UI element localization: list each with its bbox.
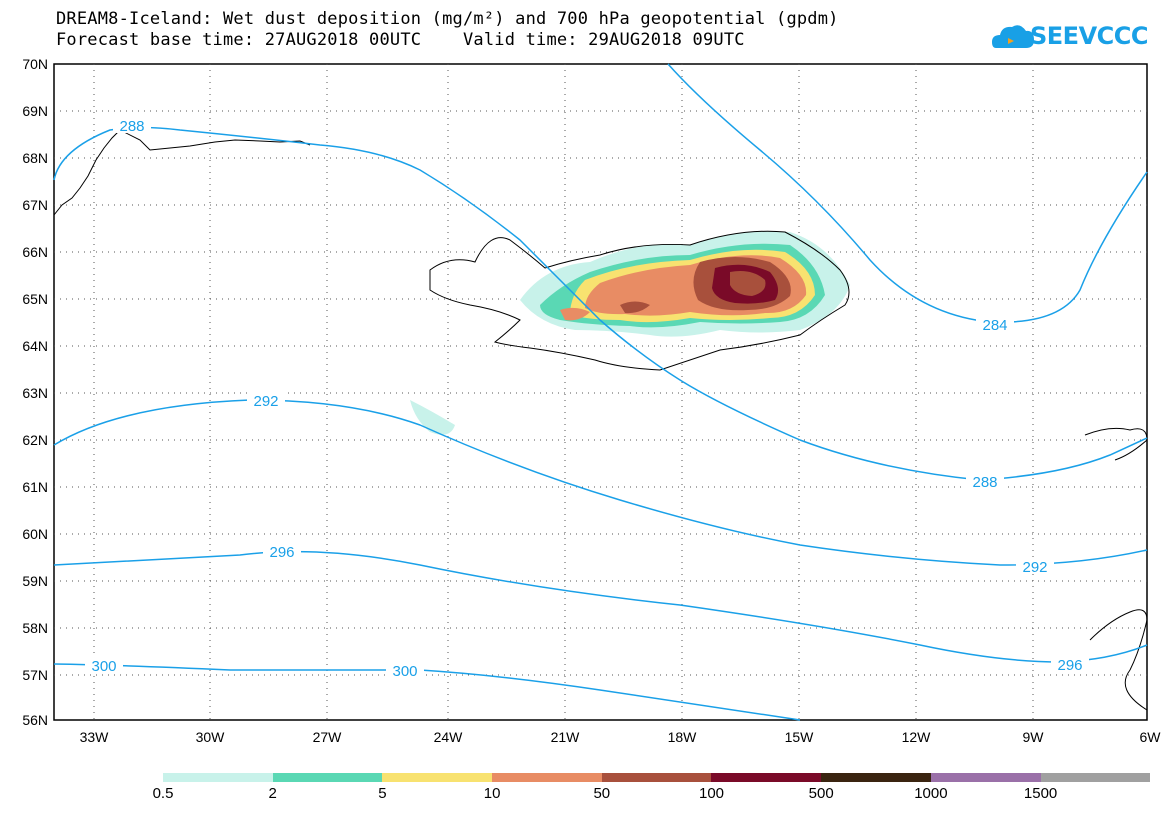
- lat-label: 69N: [22, 103, 48, 119]
- lat-label: 57N: [22, 667, 48, 683]
- lat-label: 63N: [22, 385, 48, 401]
- contour-label: 300: [392, 663, 417, 680]
- lat-label: 62N: [22, 432, 48, 448]
- lat-label: 65N: [22, 291, 48, 307]
- lat-label: 60N: [22, 526, 48, 542]
- dust-deposition-field: [410, 231, 850, 435]
- map-frame: [53, 63, 1148, 721]
- lat-label: 64N: [22, 338, 48, 354]
- lat-label: 70N: [22, 56, 48, 72]
- legend-label: 0.5: [152, 785, 174, 802]
- legend-swatch: [1040, 773, 1151, 782]
- scotland-coast: [1089, 609, 1148, 711]
- legend-swatch: [601, 773, 712, 782]
- lon-label: 24W: [434, 729, 464, 745]
- lon-label: 6W: [1140, 729, 1162, 745]
- graticule: [54, 64, 1147, 720]
- lon-label: 15W: [785, 729, 815, 745]
- contour-284: [667, 63, 1148, 323]
- lon-label: 27W: [313, 729, 343, 745]
- lon-label: 30W: [196, 729, 226, 745]
- legend-swatch: [930, 773, 1041, 782]
- legend-swatch: [711, 773, 822, 782]
- contour-label: 300: [91, 658, 116, 675]
- lat-label: 61N: [22, 479, 48, 495]
- contour-label: 288: [119, 118, 144, 135]
- lon-label: 9W: [1023, 729, 1045, 745]
- legend-label: 2: [268, 785, 277, 802]
- contour-label: 296: [1057, 657, 1082, 674]
- legend-swatch: [492, 773, 602, 782]
- map-subtitle: Forecast base time: 27AUG2018 00UTC Vali…: [56, 30, 745, 50]
- greenland-coast: [53, 129, 311, 216]
- contour-296: [53, 550, 1148, 663]
- legend-label: 50: [593, 785, 611, 802]
- legend-swatch: [272, 773, 383, 782]
- contour-label: 292: [253, 393, 278, 410]
- lon-label: 21W: [551, 729, 581, 745]
- legend-label: 1500: [1023, 785, 1058, 802]
- lat-label: 68N: [22, 150, 48, 166]
- contour-label: 284: [982, 317, 1007, 334]
- lon-labels: 33W 30W 27W 24W 21W 18W 15W 12W 9W 6W: [80, 729, 1162, 745]
- legend-label: 1000: [914, 785, 948, 802]
- contour-288-north: [53, 126, 1148, 481]
- lon-label: 12W: [902, 729, 932, 745]
- lat-label: 58N: [22, 620, 48, 636]
- legend-label: 100: [698, 785, 725, 802]
- lat-label: 56N: [22, 712, 48, 728]
- iceland-coast: [429, 230, 850, 371]
- lon-label: 18W: [668, 729, 698, 745]
- cloud-icon: [992, 25, 1034, 48]
- contour-label: 296: [269, 544, 294, 561]
- legend-swatch: [163, 773, 273, 782]
- lat-labels: 70N 69N 68N 67N 66N 65N 64N 63N 62N 61N …: [22, 56, 48, 728]
- lat-label: 66N: [22, 244, 48, 260]
- contour-label: 292: [1022, 559, 1047, 576]
- faroe-norway-coast: [1084, 427, 1148, 461]
- contour-label: 288: [972, 474, 997, 491]
- legend-swatch: [821, 773, 931, 782]
- color-legend: [163, 773, 1151, 782]
- lat-label: 59N: [22, 573, 48, 589]
- map-panel: 288 284 292 288 292 296 296 300 300 70N …: [22, 56, 1162, 745]
- map-title: DREAM8-Iceland: Wet dust deposition (mg/…: [56, 9, 839, 29]
- legend-label: 10: [483, 785, 501, 802]
- logo-text: SEEVCCC: [1030, 22, 1149, 50]
- lat-label: 67N: [22, 197, 48, 213]
- legend-label: 5: [378, 785, 387, 802]
- legend-swatch: [382, 773, 493, 782]
- legend-label: 500: [808, 785, 834, 802]
- lon-label: 33W: [80, 729, 110, 745]
